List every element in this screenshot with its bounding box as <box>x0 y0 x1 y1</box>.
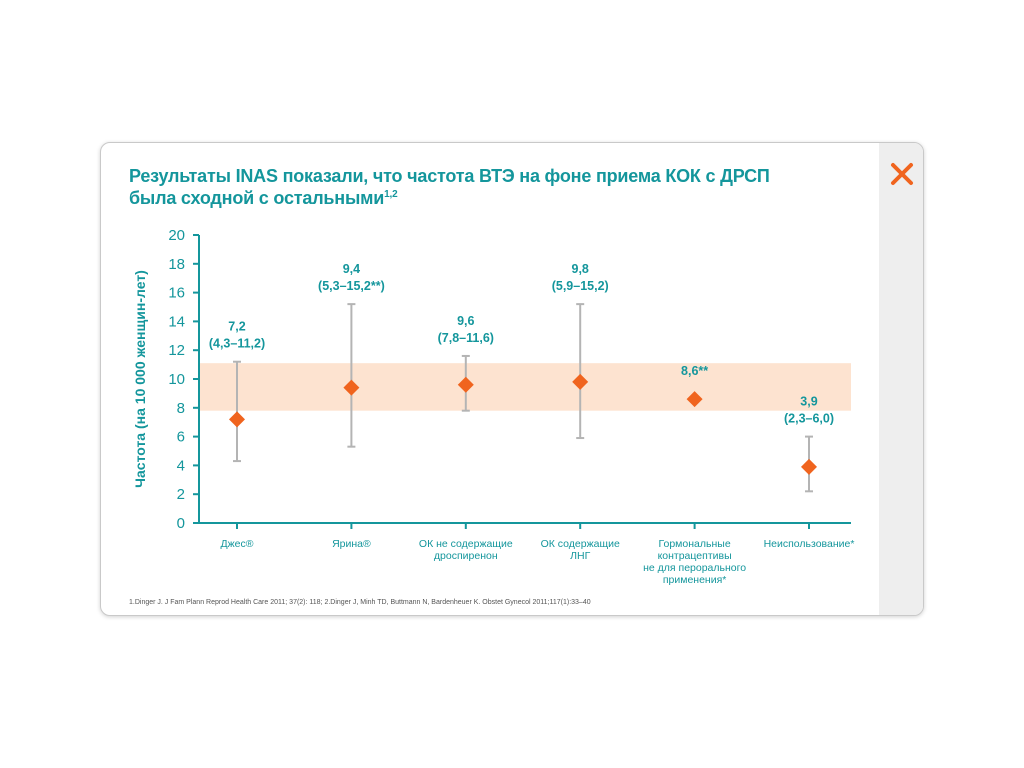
data-point-marker <box>686 391 703 408</box>
side-panel <box>879 143 923 615</box>
chart: 0 2 4 6 8 10 12 14 16 18 20 Частота (на 10 000 женщ… <box>132 227 855 586</box>
category-label: ОК содержащие <box>541 538 620 550</box>
y-tick-label: 10 <box>168 371 185 388</box>
data-point-marker <box>801 458 817 475</box>
ci-label: (5,3–15,2**) <box>318 279 385 293</box>
data-point-marker <box>229 411 245 428</box>
y-tick-label: 4 <box>177 457 185 474</box>
y-tick-label: 14 <box>168 313 185 330</box>
category-label: ЛНГ <box>570 550 590 562</box>
chart-title-line2: была сходной с остальными <box>129 188 385 208</box>
data-point-marker <box>343 379 360 396</box>
y-tick-label: 8 <box>177 400 185 417</box>
ci-label: (2,3–6,0) <box>784 412 834 426</box>
category-label: ОК не содержащие <box>419 538 513 550</box>
category-label: Неиспользование* <box>764 538 855 550</box>
category-label: применения* <box>663 574 727 586</box>
chart-title-superscript: 1,2 <box>384 189 398 200</box>
ci-label: (5,9–15,2) <box>552 279 609 293</box>
category-label: Гормональные <box>659 538 731 550</box>
y-tick-label: 18 <box>168 256 185 273</box>
y-axis-title: Частота (на 10 000 женщин-лет) <box>132 270 148 488</box>
close-button[interactable] <box>889 161 915 187</box>
y-tick-label: 12 <box>168 342 185 359</box>
value-label: 9,4 <box>343 262 360 276</box>
y-tick-label: 16 <box>168 285 185 302</box>
chart-title-line1: Результаты INAS показали, что частота ВТ… <box>129 166 770 186</box>
reference-band <box>199 363 851 411</box>
y-tick-label: 0 <box>177 515 185 532</box>
category-label: Ярина® <box>332 538 371 550</box>
value-label: 3,9 <box>800 395 817 409</box>
value-label: 9,6 <box>457 314 474 328</box>
y-tick-label: 20 <box>168 227 185 244</box>
category-label: не для перорального <box>643 562 746 574</box>
data-point-marker <box>572 373 589 390</box>
data-point-marker <box>457 376 474 393</box>
y-tick-label: 2 <box>177 486 185 503</box>
close-icon <box>891 163 913 185</box>
ci-label: (4,3–11,2) <box>209 337 265 351</box>
value-label: 9,8 <box>572 262 589 276</box>
category-label: Джес® <box>221 538 254 550</box>
value-label: 7,2 <box>228 320 245 334</box>
ci-label: (7,8–11,6) <box>438 331 494 345</box>
references-footnote: 1.Dinger J. J Fam Plann Reprod Health Ca… <box>129 599 591 606</box>
chart-title: Результаты INAS показали, что частота ВТ… <box>129 165 829 209</box>
category-label: дроспиренон <box>434 550 498 562</box>
category-label: контрацептивы <box>658 550 732 562</box>
dialog-card: Результаты INAS показали, что частота ВТ… <box>100 142 924 616</box>
value-label: 8,6** <box>681 364 708 378</box>
y-tick-label: 6 <box>177 429 185 446</box>
